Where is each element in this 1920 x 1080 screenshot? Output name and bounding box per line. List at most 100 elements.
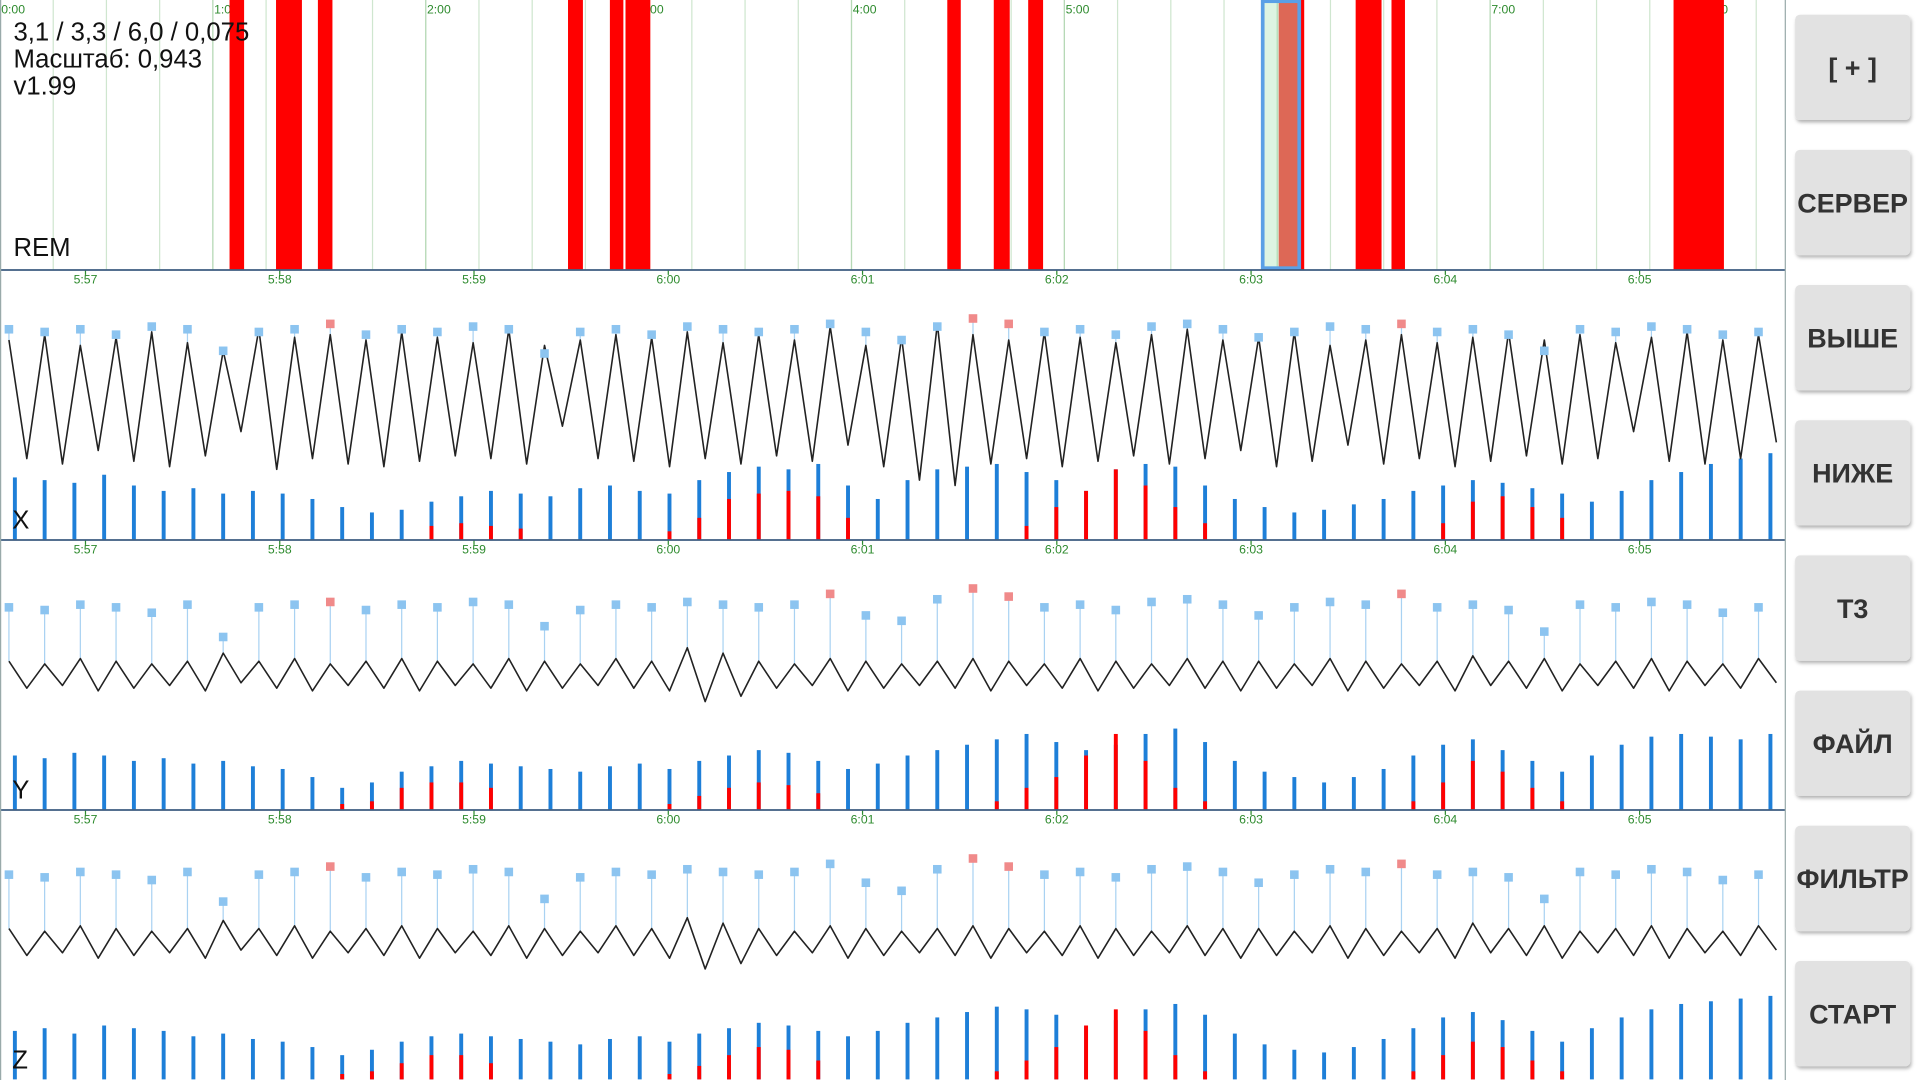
intensity-bar <box>340 1055 345 1080</box>
button-label[interactable]: НИЖЕ <box>1812 459 1893 489</box>
peak-marker <box>111 603 121 612</box>
intensity-bar <box>1351 1047 1356 1080</box>
channel-panel: 5:57 5:58 5:59 6:00 6:01 6:02 6:03 6:04 6:05 Z <box>0 809 1786 1080</box>
x-tick-label: 6:03 <box>1239 272 1263 286</box>
side-button[interactable]: [ + ] <box>1795 14 1911 120</box>
button-label[interactable]: ФИЛЬТР <box>1797 864 1909 894</box>
side-button[interactable]: СЕРВЕР <box>1795 149 1911 256</box>
x-tick-label: 5:59 <box>462 542 486 556</box>
intensity-bar-red <box>1560 1071 1565 1080</box>
intensity-bar <box>1351 777 1356 810</box>
peak-marker <box>1540 894 1549 904</box>
peak-marker <box>897 616 906 626</box>
peak-marker <box>1040 870 1049 879</box>
peak-marker <box>1325 322 1335 331</box>
intensity-bar <box>727 1028 731 1080</box>
intensity-bar-red <box>518 528 523 540</box>
intensity-bar <box>1708 463 1713 540</box>
x-tick-label: 6:03 <box>1239 812 1263 826</box>
intensity-bar-red <box>1560 517 1565 540</box>
side-button[interactable]: СТАРТ <box>1795 960 1911 1067</box>
peak-marker <box>1147 322 1156 331</box>
waveform <box>8 646 1778 703</box>
side-button[interactable]: Т3 <box>1795 555 1911 661</box>
intensity-bar-red <box>340 1074 345 1080</box>
peak-marker <box>754 603 764 612</box>
peak-marker-flagged <box>1004 592 1013 601</box>
x-tick-label: 5:57 <box>74 812 98 826</box>
button-label[interactable]: СТАРТ <box>1809 999 1897 1029</box>
intensity-bar-red <box>1024 525 1029 540</box>
peak-marker <box>1504 605 1513 615</box>
peak-marker <box>1182 594 1192 604</box>
plots: 0:001:002:003:004:005:006:007:008:00REM5… <box>0 0 1786 1080</box>
peak-marker <box>218 346 228 356</box>
intensity-bar <box>102 1025 107 1080</box>
peak-marker <box>361 873 371 882</box>
button-face[interactable] <box>1795 420 1911 526</box>
intensity-bar <box>1292 777 1297 810</box>
intensity-bar-red <box>1203 523 1208 540</box>
button-face[interactable] <box>1795 690 1911 796</box>
intensity-bar <box>1203 485 1208 540</box>
button-label[interactable]: СЕРВЕР <box>1797 188 1908 218</box>
button-column: [ + ] СЕРВЕР ВЫШЕ НИЖЕ Т3 ФАЙЛ ФИЛЬТР СТАРТ <box>1795 14 1911 1067</box>
side-button[interactable]: ВЫШЕ <box>1795 285 1911 391</box>
button-label[interactable]: Т3 <box>1837 594 1868 624</box>
intensity-bar <box>637 490 642 540</box>
intensity-bar <box>1768 995 1773 1080</box>
intensity-bar-red <box>1203 801 1208 810</box>
button-face[interactable] <box>1795 14 1911 120</box>
rem-interval <box>317 0 333 270</box>
intensity-bar <box>1441 744 1446 810</box>
intensity-bar <box>1619 1017 1624 1080</box>
intensity-bar <box>161 758 166 810</box>
side-button[interactable]: ФАЙЛ <box>1795 690 1911 796</box>
button-face[interactable] <box>1795 285 1911 391</box>
intensity-bar <box>1173 728 1178 810</box>
intensity-bar-red <box>1500 1047 1505 1080</box>
intensity-bar <box>994 739 999 810</box>
intensity-bar <box>1054 742 1059 810</box>
peak-marker <box>218 632 228 642</box>
peak-marker <box>1611 603 1620 612</box>
intensity-bar <box>1649 736 1654 810</box>
button-face[interactable] <box>1795 149 1911 256</box>
x-tick-label: 6:01 <box>851 542 875 556</box>
intensity-bar <box>489 1036 493 1080</box>
intensity-bar-red <box>1470 501 1475 540</box>
intensity-bar-red <box>1084 490 1089 540</box>
x-tick-label: 4:00 <box>853 2 877 16</box>
peak-marker-flagged <box>1004 319 1013 329</box>
intensity-bar <box>1292 512 1297 540</box>
button-face[interactable] <box>1795 555 1911 661</box>
button-label[interactable]: [ + ] <box>1828 53 1877 83</box>
intensity-bar-red <box>459 782 464 810</box>
button-face[interactable] <box>1795 960 1911 1067</box>
intensity-bar <box>221 760 226 810</box>
intensity-bar <box>608 1038 612 1080</box>
x-tick-label: 5:58 <box>268 272 292 286</box>
peak-marker <box>111 870 121 879</box>
side-button[interactable]: ФИЛЬТР <box>1795 825 1911 932</box>
intensity-bar <box>1560 771 1565 810</box>
intensity-bar <box>102 474 107 540</box>
button-label[interactable]: ФАЙЛ <box>1813 728 1893 759</box>
intensity-bar <box>518 766 523 810</box>
peak-marker <box>1611 870 1620 879</box>
intensity-bar-red <box>816 1060 821 1080</box>
intensity-bar-red <box>816 496 821 540</box>
side-button[interactable]: НИЖЕ <box>1795 420 1911 526</box>
intensity-bar <box>637 763 642 810</box>
peak-marker-flagged <box>968 854 978 863</box>
peak-marker <box>540 621 549 631</box>
peak-marker <box>1718 875 1728 885</box>
peak-marker <box>183 600 192 609</box>
peak-marker <box>1468 867 1478 877</box>
x-tick-label: 6:01 <box>851 812 875 826</box>
intensity-bar <box>578 771 583 810</box>
button-face[interactable] <box>1795 825 1911 932</box>
intensity-bar <box>935 1017 940 1080</box>
button-label[interactable]: ВЫШЕ <box>1807 324 1898 354</box>
peak-marker <box>111 330 121 339</box>
